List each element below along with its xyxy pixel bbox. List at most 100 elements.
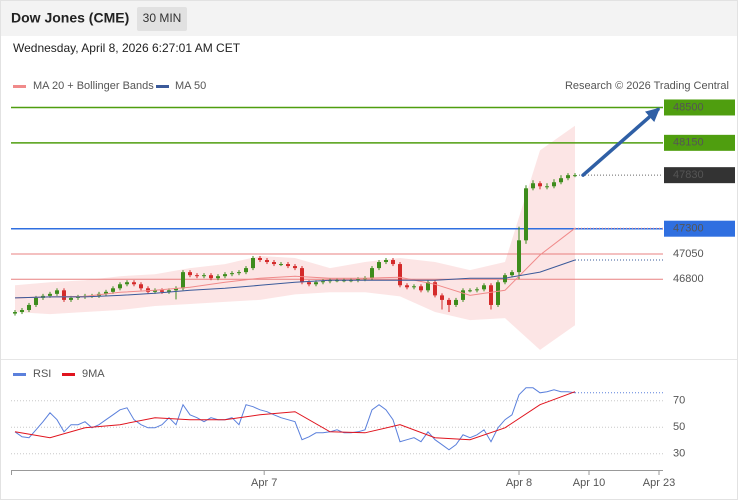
candle-body bbox=[559, 178, 564, 183]
candle-body bbox=[496, 282, 501, 305]
candle-body bbox=[285, 264, 290, 267]
candle-body bbox=[335, 280, 339, 282]
candle-body bbox=[278, 264, 283, 266]
candle-body bbox=[426, 282, 431, 291]
level-box bbox=[664, 99, 735, 116]
level-box bbox=[664, 134, 735, 151]
candle-body bbox=[243, 268, 248, 273]
candle-body bbox=[419, 286, 424, 291]
legend-label: RSI bbox=[33, 368, 51, 380]
candle-body bbox=[33, 297, 38, 305]
candle-body bbox=[68, 297, 73, 300]
candle-body bbox=[489, 285, 494, 305]
target-arrow bbox=[581, 107, 661, 177]
legend-swatch bbox=[13, 85, 26, 88]
candle-body bbox=[510, 272, 515, 276]
candle-body bbox=[26, 304, 31, 311]
candle-body bbox=[391, 260, 396, 265]
candle-body bbox=[454, 299, 459, 305]
candle-body bbox=[482, 285, 487, 290]
candle-body bbox=[320, 281, 325, 283]
candle-body bbox=[173, 288, 178, 291]
candle-body bbox=[475, 289, 480, 291]
candle-body bbox=[222, 274, 227, 277]
candle-body bbox=[524, 188, 529, 241]
timeframe-label[interactable]: 30 MIN bbox=[143, 11, 182, 25]
title: Dow Jones (CME) bbox=[11, 10, 129, 26]
y-tick-label: 30 bbox=[673, 448, 685, 460]
level-label: 46800 bbox=[673, 273, 704, 285]
candle-body bbox=[327, 280, 332, 282]
candle-body bbox=[159, 290, 164, 292]
level-label: 47050 bbox=[673, 248, 704, 260]
candle-body bbox=[215, 276, 220, 279]
candle-body bbox=[166, 290, 171, 292]
candle-body bbox=[187, 272, 192, 276]
level-label: 48150 bbox=[673, 137, 704, 149]
candle-body bbox=[194, 275, 199, 277]
legend-swatch bbox=[13, 373, 26, 376]
candle-body bbox=[363, 278, 368, 280]
candle-body bbox=[208, 275, 213, 279]
x-tick-label: Apr 8 bbox=[506, 477, 532, 489]
candle-body bbox=[566, 175, 571, 179]
x-tick-label: Apr 10 bbox=[573, 477, 605, 489]
candle-body bbox=[461, 290, 466, 300]
candle-body bbox=[103, 291, 108, 294]
candle-body bbox=[299, 268, 304, 283]
candle-body bbox=[47, 293, 52, 296]
candle-body bbox=[229, 273, 234, 275]
candle-body bbox=[180, 272, 185, 289]
candle-body bbox=[440, 295, 445, 300]
candle-body bbox=[370, 268, 375, 279]
candle-body bbox=[447, 299, 452, 305]
timestamp: Wednesday, April 8, 2026 6:27:01 AM CET bbox=[13, 41, 241, 55]
candle-body bbox=[552, 182, 557, 187]
candle-body bbox=[257, 257, 262, 261]
timeframe-button[interactable] bbox=[137, 7, 187, 31]
series-line bbox=[14, 259, 576, 299]
series-line bbox=[14, 391, 576, 441]
candle-body bbox=[573, 175, 578, 177]
legend-swatch bbox=[62, 373, 75, 376]
candle-body bbox=[517, 240, 522, 273]
candle-body bbox=[384, 260, 389, 263]
x-tick-label: Apr 7 bbox=[251, 477, 277, 489]
level-label: 47300 bbox=[673, 223, 704, 235]
level-label: 48500 bbox=[673, 101, 704, 113]
candle-body bbox=[342, 280, 347, 282]
candle-body bbox=[110, 288, 115, 292]
candle-body bbox=[545, 186, 550, 188]
legend-label: MA 20 + Bollinger Bands bbox=[33, 80, 154, 92]
candle-body bbox=[131, 282, 136, 285]
legend-swatch bbox=[156, 85, 169, 88]
candle-body bbox=[313, 282, 318, 285]
header-bar bbox=[1, 1, 737, 36]
candle-body bbox=[398, 264, 403, 286]
candle-body bbox=[12, 312, 17, 314]
y-tick-label: 50 bbox=[673, 421, 685, 433]
candle-body bbox=[349, 280, 354, 282]
credit: Research © 2026 Trading Central bbox=[565, 80, 729, 92]
candle-body bbox=[538, 183, 543, 187]
series-line bbox=[14, 387, 576, 451]
legend-label: 9MA bbox=[82, 368, 105, 380]
candle-body bbox=[61, 290, 66, 300]
candle-body bbox=[250, 257, 255, 269]
level-box bbox=[664, 167, 735, 184]
candle-body bbox=[405, 285, 410, 288]
y-tick-label: 70 bbox=[673, 395, 685, 407]
candle-body bbox=[306, 282, 311, 285]
candle-body bbox=[292, 266, 297, 269]
candle-body bbox=[412, 286, 417, 288]
candle-body bbox=[271, 262, 276, 265]
x-tick-label: Apr 23 bbox=[643, 477, 675, 489]
candle-body bbox=[152, 290, 157, 292]
candle-body bbox=[19, 310, 24, 313]
candle-body bbox=[377, 262, 382, 269]
series-line bbox=[14, 227, 576, 299]
candle-body bbox=[264, 260, 269, 263]
candle-body bbox=[468, 290, 473, 292]
